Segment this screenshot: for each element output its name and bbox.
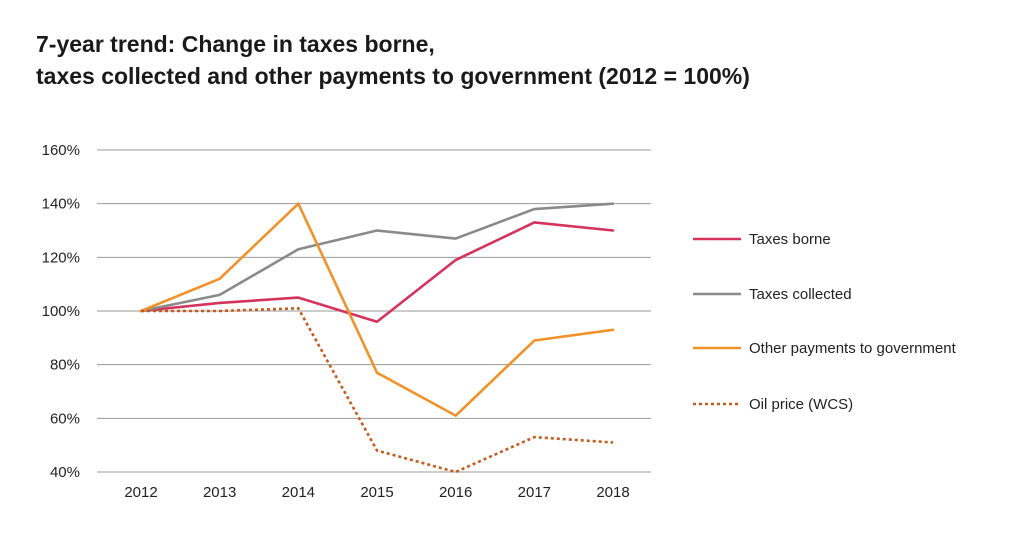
series-line-1 <box>139 202 615 313</box>
x-tick-label: 2016 <box>439 484 472 501</box>
chart-title-line-2: taxes collected and other payments to go… <box>36 63 750 89</box>
legend-label: Taxes collected <box>749 286 852 303</box>
y-tick-label: 140% <box>42 196 80 213</box>
series-line-0 <box>139 221 615 324</box>
x-tick-label: 2014 <box>282 484 315 501</box>
y-tick-label: 80% <box>50 357 80 374</box>
y-tick-label: 100% <box>42 303 80 320</box>
x-tick-label: 2018 <box>596 484 629 501</box>
y-tick-label: 160% <box>42 142 80 159</box>
legend-label: Oil price (WCS) <box>749 396 853 413</box>
y-tick-label: 60% <box>50 410 80 427</box>
x-tick-label: 2015 <box>360 484 393 501</box>
y-tick-label: 120% <box>42 249 80 266</box>
legend: Taxes borne Taxes collected Other payments… <box>693 231 957 413</box>
series-line-2 <box>139 202 615 417</box>
x-tick-label: 2012 <box>124 484 157 501</box>
legend-label: Taxes borne <box>749 231 831 248</box>
x-axis-ticks: 2012 2013 2014 2015 2016 2017 2018 <box>124 484 629 501</box>
grid-lines <box>97 149 651 473</box>
series-line-3 <box>141 307 614 474</box>
x-tick-label: 2013 <box>203 484 236 501</box>
legend-label: Other payments to government <box>749 340 957 357</box>
y-tick-label: 40% <box>50 464 80 481</box>
y-axis-ticks: 40% 60% 80% 100% 120% 140% 160% <box>42 142 80 481</box>
x-tick-label: 2017 <box>518 484 551 501</box>
chart-title: 7-year trend: Change in taxes borne, tax… <box>36 28 750 92</box>
series-lines <box>139 202 615 474</box>
chart-title-line-1: 7-year trend: Change in taxes borne, <box>36 31 435 57</box>
